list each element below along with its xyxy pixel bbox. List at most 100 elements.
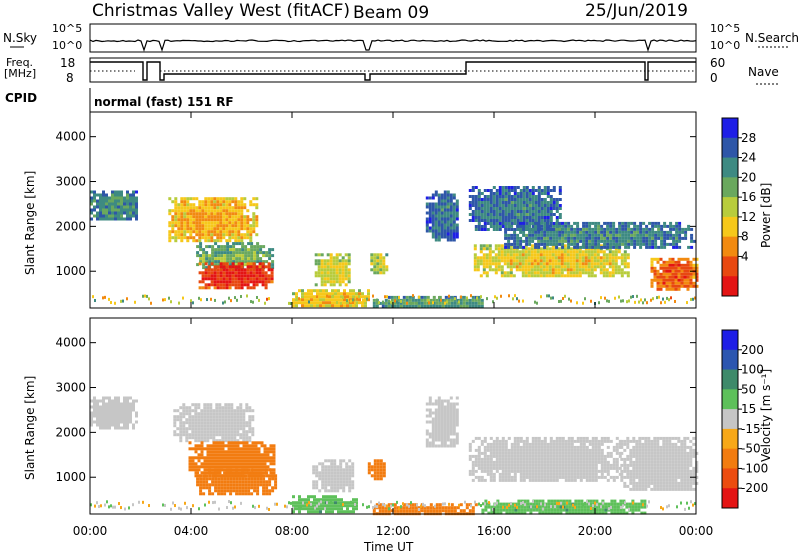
power-cell — [686, 260, 690, 264]
power-scatter-cell — [620, 299, 622, 303]
power-cell — [663, 242, 667, 246]
power-cell — [498, 219, 502, 222]
power-cell — [126, 217, 129, 221]
power-cell — [665, 260, 669, 264]
power-cell — [222, 268, 226, 272]
velocity-cell — [333, 462, 337, 466]
velocity-cell — [537, 463, 541, 467]
power-cell — [180, 221, 184, 225]
velocity-cell — [483, 451, 487, 455]
velocity-cell — [271, 489, 275, 493]
power-cell — [576, 233, 580, 237]
power-cell — [678, 239, 682, 243]
power-cell — [623, 262, 627, 266]
power-cell — [449, 193, 453, 197]
power-scatter-cell — [552, 296, 554, 300]
velocity-cell — [330, 468, 334, 472]
power-cell — [506, 274, 510, 278]
power-cell — [651, 227, 655, 231]
power-cell — [563, 262, 567, 266]
power-cell — [319, 292, 322, 296]
velocity-cell — [570, 439, 574, 443]
velocity-cell — [345, 483, 349, 487]
velocity-cell — [99, 423, 102, 427]
power-cell — [338, 268, 342, 272]
power-cell — [256, 251, 260, 255]
power-cell — [555, 207, 559, 210]
power-cell — [449, 211, 453, 215]
power-cell — [656, 260, 660, 264]
power-cell — [247, 257, 251, 261]
velocity-cell — [93, 405, 96, 409]
power-cell — [549, 236, 553, 240]
velocity-cell — [260, 468, 264, 472]
power-cell — [171, 221, 175, 225]
power-scatter-cell — [110, 301, 112, 305]
power-cell — [183, 197, 187, 201]
power-cell — [317, 265, 321, 269]
velocity-cell — [251, 465, 255, 469]
power-cell — [555, 227, 559, 231]
power-cell — [370, 259, 374, 263]
power-cell — [216, 221, 220, 225]
power-cell — [473, 259, 477, 263]
power-cell — [222, 206, 226, 210]
velocity-echo-region — [90, 396, 138, 430]
power-cell — [216, 224, 220, 228]
power-cell — [549, 189, 553, 192]
power-cell — [126, 190, 129, 194]
power-scatter-cell — [480, 295, 482, 299]
power-cell — [551, 253, 555, 257]
velocity-cell — [552, 457, 556, 461]
power-cell — [434, 232, 438, 236]
power-cell — [615, 242, 619, 246]
velocity-cell — [227, 427, 231, 431]
power-cell — [522, 227, 526, 231]
power-cell — [611, 262, 615, 266]
power-cell — [390, 304, 394, 308]
power-cell — [198, 218, 202, 222]
velocity-cell — [452, 438, 456, 442]
power-cell — [323, 259, 327, 263]
power-cell — [219, 286, 223, 290]
velocity-cell — [254, 447, 258, 451]
velocity-cell — [254, 450, 258, 454]
power-cell — [199, 257, 203, 261]
velocity-cell — [93, 408, 96, 412]
velocity-cell — [513, 478, 517, 482]
velocity-cell — [443, 438, 447, 442]
velocity-cell — [443, 426, 447, 430]
velocity-cell — [540, 448, 544, 452]
power-cell — [525, 219, 529, 222]
power-cell — [93, 205, 96, 209]
velocity-cell — [437, 414, 441, 418]
power-cell — [219, 283, 223, 287]
velocity-cell — [501, 445, 505, 449]
velocity-cell — [543, 478, 547, 482]
velocity-cell — [498, 475, 502, 479]
power-cell — [382, 268, 386, 272]
velocity-cell — [588, 472, 592, 476]
power-cell — [111, 211, 114, 215]
power-cell — [111, 190, 114, 194]
power-scatter-cell — [162, 298, 164, 302]
velocity-cell — [239, 409, 243, 413]
power-cell — [379, 259, 383, 263]
velocity-cell — [254, 465, 258, 469]
power-cell — [489, 225, 493, 228]
power-cell — [593, 250, 597, 254]
power-cell — [549, 219, 553, 222]
power-cell — [591, 245, 595, 249]
power-cell — [599, 262, 603, 266]
power-cell — [332, 280, 336, 284]
power-cell — [301, 292, 304, 296]
power-cell — [189, 227, 193, 231]
power-cell — [168, 221, 172, 225]
power-cell — [657, 224, 661, 228]
power-cell — [507, 210, 511, 213]
velocity-cell — [507, 460, 511, 464]
velocity-cell — [582, 475, 586, 479]
velocity-cell — [215, 403, 219, 407]
power-scatter-cell — [366, 297, 368, 301]
power-cell — [135, 217, 138, 221]
